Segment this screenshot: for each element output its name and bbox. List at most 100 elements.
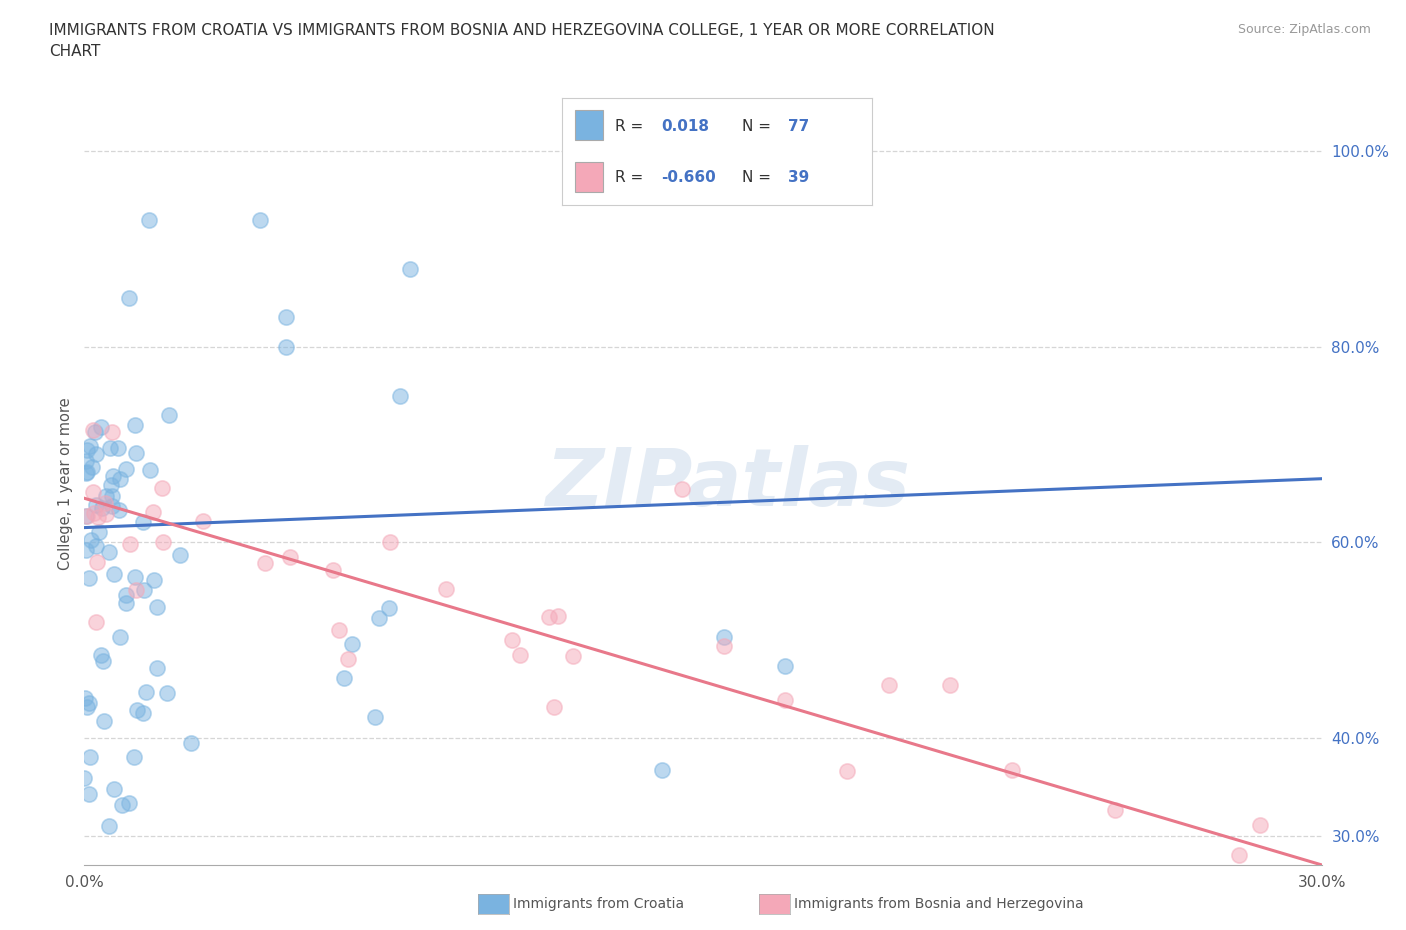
Point bbox=[775, 658, 797, 673]
Point bbox=[84, 424, 107, 439]
Point bbox=[142, 573, 165, 588]
Text: N =: N = bbox=[742, 119, 770, 134]
Point bbox=[1227, 847, 1250, 862]
Point bbox=[111, 798, 134, 813]
Point bbox=[77, 787, 100, 802]
Point bbox=[378, 535, 401, 550]
Point bbox=[83, 505, 105, 520]
Y-axis label: College, 1 year or more: College, 1 year or more bbox=[58, 397, 73, 570]
Point bbox=[671, 482, 693, 497]
Point bbox=[75, 453, 97, 468]
Point bbox=[1249, 817, 1271, 832]
Point bbox=[86, 555, 108, 570]
Text: Immigrants from Bosnia and Herzegovina: Immigrants from Bosnia and Herzegovina bbox=[794, 897, 1084, 911]
Text: -0.660: -0.660 bbox=[661, 170, 716, 185]
Point bbox=[278, 549, 301, 564]
Point bbox=[501, 632, 523, 647]
Point bbox=[877, 677, 900, 692]
Point bbox=[100, 477, 122, 492]
Point bbox=[86, 510, 108, 525]
Text: ZIPatlas: ZIPatlas bbox=[546, 445, 910, 523]
Point bbox=[107, 441, 129, 456]
Point bbox=[651, 763, 673, 777]
Point bbox=[125, 703, 148, 718]
Point bbox=[77, 696, 100, 711]
Point bbox=[96, 488, 118, 503]
Point bbox=[142, 505, 165, 520]
Point bbox=[84, 615, 107, 630]
Point bbox=[169, 547, 191, 562]
Point bbox=[108, 502, 131, 517]
Point bbox=[152, 535, 174, 550]
Point bbox=[332, 671, 354, 685]
Point bbox=[124, 418, 146, 432]
Point bbox=[118, 795, 141, 810]
Bar bbox=[575, 162, 603, 192]
Point bbox=[98, 441, 121, 456]
Text: Immigrants from Croatia: Immigrants from Croatia bbox=[513, 897, 685, 911]
Point bbox=[124, 570, 146, 585]
Point bbox=[101, 469, 124, 484]
Point bbox=[91, 654, 114, 669]
Point bbox=[75, 509, 97, 524]
Point bbox=[249, 212, 271, 227]
Text: 39: 39 bbox=[789, 170, 810, 185]
Point bbox=[90, 419, 112, 434]
Point bbox=[91, 501, 114, 516]
Point bbox=[103, 782, 125, 797]
Point bbox=[157, 407, 180, 422]
Point bbox=[562, 648, 585, 663]
Text: N =: N = bbox=[742, 170, 770, 185]
Text: R =: R = bbox=[614, 119, 643, 134]
Point bbox=[76, 465, 98, 480]
Point bbox=[389, 388, 412, 403]
Point bbox=[93, 714, 115, 729]
Point bbox=[543, 700, 565, 715]
Point bbox=[76, 700, 98, 715]
Point bbox=[108, 472, 131, 486]
Text: IMMIGRANTS FROM CROATIA VS IMMIGRANTS FROM BOSNIA AND HERZEGOVINA COLLEGE, 1 YEA: IMMIGRANTS FROM CROATIA VS IMMIGRANTS FR… bbox=[49, 23, 995, 38]
Point bbox=[125, 582, 148, 597]
Point bbox=[76, 443, 98, 458]
Text: R =: R = bbox=[614, 170, 643, 185]
Point bbox=[1104, 803, 1126, 817]
Point bbox=[398, 261, 420, 276]
Point bbox=[1001, 763, 1024, 777]
Point bbox=[96, 506, 118, 521]
Point bbox=[84, 538, 107, 553]
Point bbox=[138, 212, 160, 227]
Point bbox=[114, 595, 136, 610]
Point bbox=[336, 652, 359, 667]
Point bbox=[80, 459, 103, 474]
Point bbox=[837, 764, 859, 779]
Point bbox=[84, 446, 107, 461]
Point bbox=[713, 629, 735, 644]
Point bbox=[145, 660, 167, 675]
Point bbox=[98, 544, 121, 559]
Point bbox=[713, 638, 735, 653]
Point bbox=[79, 439, 101, 454]
Point bbox=[101, 498, 124, 513]
Text: 0.018: 0.018 bbox=[661, 119, 710, 134]
Point bbox=[75, 543, 97, 558]
Point bbox=[115, 587, 138, 602]
Point bbox=[82, 485, 104, 499]
Point bbox=[364, 710, 387, 724]
Point bbox=[84, 498, 107, 512]
Point bbox=[103, 566, 125, 581]
Point bbox=[180, 736, 202, 751]
Point bbox=[108, 629, 131, 644]
Point bbox=[547, 608, 569, 623]
Text: CHART: CHART bbox=[49, 44, 101, 59]
Point bbox=[75, 465, 97, 480]
Point bbox=[193, 514, 215, 529]
Point bbox=[322, 563, 344, 578]
Point bbox=[328, 623, 350, 638]
Point bbox=[75, 691, 97, 706]
Point bbox=[131, 705, 153, 720]
Point bbox=[122, 750, 145, 764]
Bar bbox=[575, 111, 603, 140]
Point bbox=[76, 508, 98, 523]
Point bbox=[115, 462, 138, 477]
Point bbox=[90, 647, 112, 662]
